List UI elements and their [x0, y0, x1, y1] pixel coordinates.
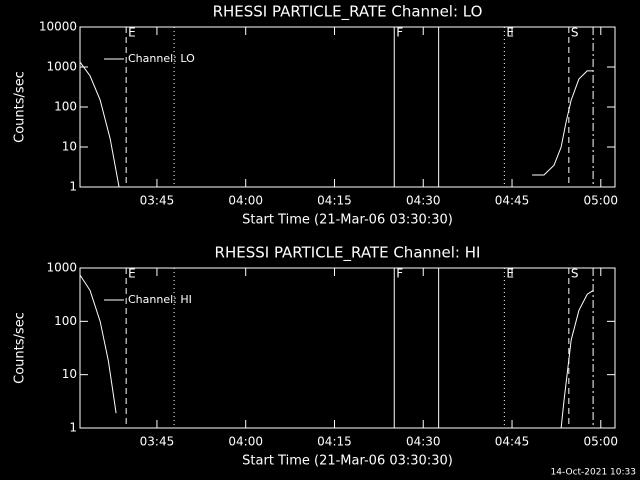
event-label: E: [128, 26, 136, 40]
event-label: S: [571, 267, 579, 281]
chart-title: RHESSI PARTICLE_RATE Channel: LO: [213, 3, 483, 22]
y-axis-label: Counts/sec: [13, 71, 28, 143]
y-tick-label: 100: [54, 100, 77, 114]
x-tick-label: 04:15: [317, 194, 352, 208]
x-tick-label: 03:45: [140, 435, 175, 449]
legend-label: Channel: HI: [128, 293, 192, 306]
x-tick-label: 04:45: [495, 435, 530, 449]
y-tick-label: 10000: [39, 20, 77, 34]
series-line: [79, 61, 594, 188]
y-tick-label: 1000: [46, 60, 77, 74]
legend-label: Channel: LO: [128, 52, 195, 65]
y-tick-label: 1000: [46, 261, 77, 275]
series-line: [79, 274, 594, 429]
event-label: S: [571, 26, 579, 40]
x-tick-label: 03:45: [140, 194, 175, 208]
plot-frame: [79, 267, 616, 429]
x-tick-label: 05:00: [583, 435, 618, 449]
x-tick-label: 04:30: [406, 435, 441, 449]
y-tick-label: 1: [69, 180, 77, 194]
event-label: F: [396, 267, 403, 281]
y-tick-label: 10: [62, 367, 77, 381]
x-tick-label: 05:00: [583, 194, 618, 208]
event-label: F: [396, 26, 403, 40]
x-tick-label: 04:45: [495, 194, 530, 208]
y-axis-label: Counts/sec: [13, 312, 28, 384]
event-label: E: [506, 26, 514, 40]
x-tick-label: 04:30: [406, 194, 441, 208]
event-label: E: [506, 267, 514, 281]
x-axis-label: Start Time (21-Mar-06 03:30:30): [242, 454, 453, 469]
chart-title: RHESSI PARTICLE_RATE Channel: HI: [215, 244, 481, 263]
x-tick-label: 04:15: [317, 435, 352, 449]
plot-frame: [79, 26, 616, 188]
footer: 14-Oct-2021 10:33: [551, 468, 636, 478]
y-tick-label: 1: [69, 421, 77, 435]
event-label: E: [128, 267, 136, 281]
x-tick-label: 04:00: [228, 435, 263, 449]
x-tick-label: 04:00: [228, 194, 263, 208]
y-tick-label: 100: [54, 314, 77, 328]
x-axis-label: Start Time (21-Mar-06 03:30:30): [242, 213, 453, 228]
y-tick-label: 10: [62, 140, 77, 154]
